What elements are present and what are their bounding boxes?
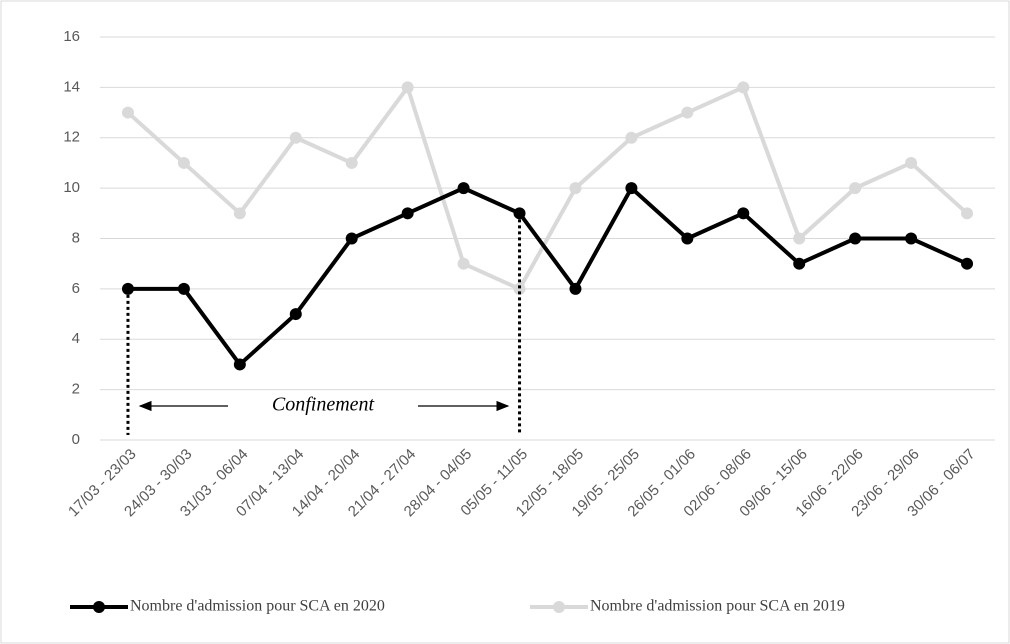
- data-point: [625, 182, 638, 195]
- data-point: [233, 207, 246, 220]
- data-point: [961, 257, 974, 270]
- data-point: [289, 308, 302, 321]
- legend-marker: [553, 601, 565, 613]
- data-point: [681, 106, 694, 119]
- data-point: [961, 207, 974, 220]
- y-tick-label: 10: [63, 179, 80, 196]
- data-point: [401, 81, 414, 94]
- data-point: [793, 257, 806, 270]
- data-point: [401, 207, 414, 220]
- y-tick-label: 0: [72, 431, 80, 448]
- data-point: [177, 282, 190, 295]
- data-point: [457, 182, 470, 195]
- data-point: [681, 232, 694, 245]
- data-point: [737, 81, 750, 94]
- y-tick-label: 12: [63, 129, 80, 146]
- y-tick-label: 16: [63, 28, 80, 45]
- y-tick-label: 2: [72, 381, 80, 398]
- series-line: [127, 186, 968, 367]
- data-point: [233, 358, 246, 371]
- y-tick-label: 6: [72, 280, 80, 297]
- legend-marker: [93, 601, 105, 613]
- legend-label: Nombre d'admission pour SCA en 2019: [590, 598, 845, 615]
- data-point: [289, 131, 302, 144]
- y-tick-label: 8: [72, 229, 80, 246]
- data-point: [569, 282, 582, 295]
- data-point: [793, 232, 806, 245]
- data-point: [905, 156, 918, 169]
- annotation: Confinement: [272, 394, 375, 416]
- data-point: [569, 182, 582, 195]
- data-point: [905, 232, 918, 245]
- series-line: [126, 85, 969, 291]
- data-point: [737, 207, 750, 220]
- data-point: [177, 156, 190, 169]
- data-point: [849, 182, 862, 195]
- data-point: [457, 257, 470, 270]
- y-tick-label: 14: [63, 78, 80, 95]
- data-point: [849, 232, 862, 245]
- data-point: [345, 156, 358, 169]
- data-point: [345, 232, 358, 245]
- data-point: [513, 282, 526, 295]
- data-point: [625, 131, 638, 144]
- data-point: [121, 106, 134, 119]
- legend-label: Nombre d'admission pour SCA en 2020: [130, 598, 385, 615]
- y-tick-label: 4: [72, 330, 80, 347]
